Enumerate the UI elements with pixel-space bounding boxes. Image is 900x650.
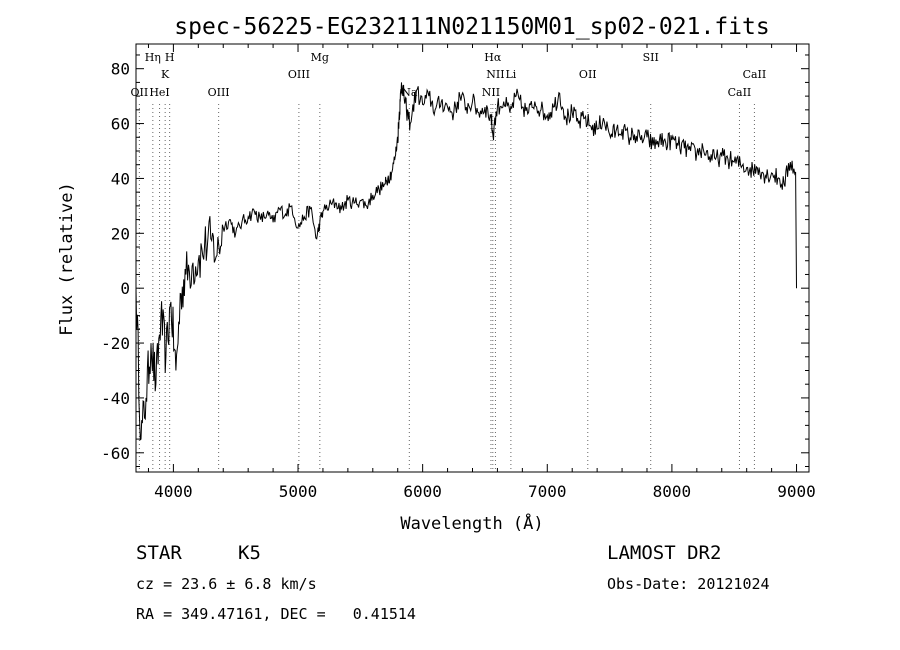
survey-name: LAMOST DR2 [607,542,722,564]
observation-date: Obs-Date: 20121024 [607,575,770,593]
spectral-line-label: CaII [743,68,767,81]
spectral-line-label: Hη [145,51,161,64]
y-tick-label: -20 [101,334,130,353]
object-subclass: K5 [238,542,261,564]
y-axis-label: Flux (relative) [57,182,77,336]
spectral-line-label: HeI [149,86,169,99]
x-tick-label: 9000 [777,482,816,501]
spectral-line-label: NII [486,68,504,81]
y-tick-label: 0 [120,279,130,298]
spectral-line-label: OIII [208,86,230,99]
x-tick-label: 5000 [279,482,318,501]
y-tick-label: 80 [111,60,130,79]
spectral-line-label: SII [643,51,659,64]
axis-ticks: 4000 5000 6000 7000 8000 9000 -60 -40 -20 0 20 40 60… [101,44,816,501]
chart-title: spec-56225-EG232111N021150M01_sp02-021.f… [174,14,769,40]
spectral-line-label: Hα [484,51,502,64]
y-tick-label: -40 [101,389,130,408]
x-tick-label: 6000 [403,482,442,501]
spectral-line-label: Mg [311,51,329,64]
spectral-line-label: OII [131,86,149,99]
plot-frame [135,43,810,473]
y-tick-label: 60 [111,115,130,134]
x-axis-label: Wavelength (Å) [400,512,543,534]
spectrum-line [135,82,797,441]
y-tick-label: -60 [101,444,130,463]
spectral-line-label: Li [505,68,516,81]
y-tick-label: 20 [111,224,130,243]
spectral-line-label: NII [482,86,500,99]
spectral-line-label: Na [401,86,418,99]
x-tick-label: 4000 [154,482,193,501]
object-class: STAR [136,542,182,564]
spectral-line-label: K [161,68,170,81]
y-tick-label: 40 [111,169,130,188]
spectral-line-label: OIII [288,68,310,81]
spectral-line-label: CaII [728,86,752,99]
spectral-line-label: OII [579,68,597,81]
x-tick-label: 8000 [653,482,692,501]
spectral-line-label: H [165,51,175,64]
velocity-readout: cz = 23.6 ± 6.8 km/s [136,575,317,593]
x-tick-label: 7000 [528,482,567,501]
coordinates-readout: RA = 349.47161, DEC = 0.41514 [136,605,416,623]
